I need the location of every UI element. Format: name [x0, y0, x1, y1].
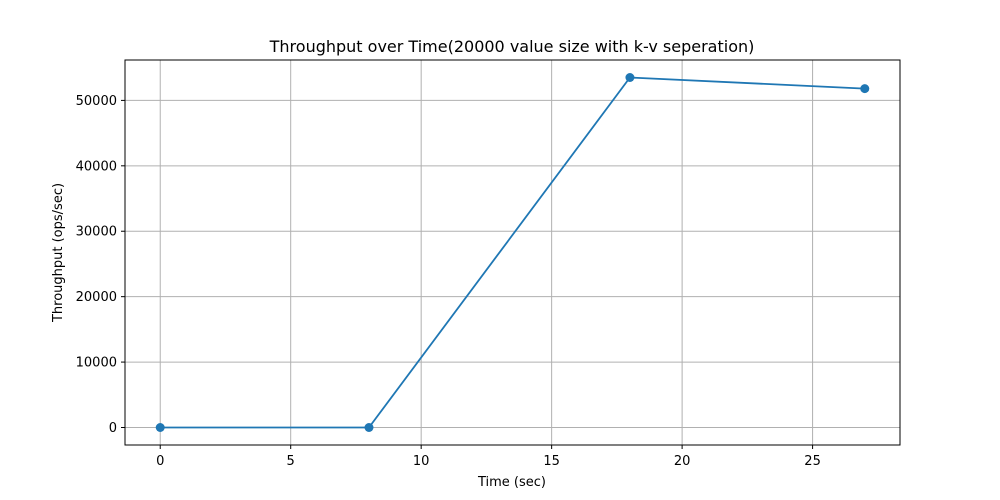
series-marker-layer: [155, 73, 870, 432]
chart-title: Throughput over Time(20000 value size wi…: [269, 37, 755, 56]
x-tick-label: 20: [674, 454, 691, 469]
x-tick-label: 25: [804, 454, 821, 469]
y-tick-label: 50000: [76, 94, 117, 109]
series-line-layer: [160, 76, 865, 429]
y-tick-label: 40000: [76, 159, 117, 174]
data-point-marker: [625, 73, 635, 82]
data-point-marker: [155, 423, 165, 432]
data-point-marker: [860, 84, 870, 94]
data-point-marker: [364, 423, 374, 432]
x-axis-ticks: 0 5 10 15 20 25: [156, 445, 821, 469]
grid: [125, 60, 900, 445]
x-tick-label: 15: [543, 454, 560, 469]
x-axis-label: Time (sec): [477, 475, 546, 490]
x-tick-label: 0: [156, 454, 164, 469]
series-line: [160, 76, 865, 429]
y-tick-label: 20000: [76, 290, 117, 305]
x-tick-label: 10: [413, 454, 430, 469]
plot-area-frame: [124, 59, 901, 446]
x-tick-label: 5: [287, 454, 295, 469]
y-tick-label: 30000: [76, 225, 117, 240]
y-tick-label: 0: [109, 421, 117, 436]
y-axis-ticks: 0 10000 20000 30000 40000 50000: [76, 94, 125, 436]
y-axis-label: Throughput (ops/sec): [51, 183, 66, 323]
y-tick-label: 10000: [76, 356, 117, 371]
